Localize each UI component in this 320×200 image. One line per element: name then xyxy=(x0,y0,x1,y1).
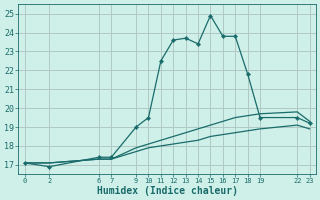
X-axis label: Humidex (Indice chaleur): Humidex (Indice chaleur) xyxy=(97,186,237,196)
